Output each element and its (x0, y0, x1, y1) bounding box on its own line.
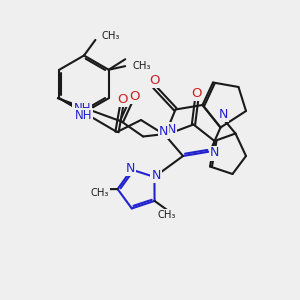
Text: O: O (149, 74, 160, 87)
Text: CH₃: CH₃ (133, 61, 151, 71)
Text: O: O (129, 90, 139, 103)
Text: N: N (210, 146, 219, 160)
Text: N: N (125, 162, 135, 175)
Text: CH₃: CH₃ (90, 188, 109, 198)
Text: O: O (191, 87, 202, 101)
Text: CH₃: CH₃ (102, 31, 120, 41)
Text: NH: NH (75, 109, 92, 122)
Text: N: N (166, 123, 176, 136)
Text: O: O (118, 93, 128, 106)
Text: N: N (151, 169, 160, 182)
Text: N: N (219, 107, 228, 121)
Text: CH₃: CH₃ (157, 210, 176, 220)
Text: N: N (159, 125, 168, 138)
Text: NH: NH (74, 102, 91, 115)
